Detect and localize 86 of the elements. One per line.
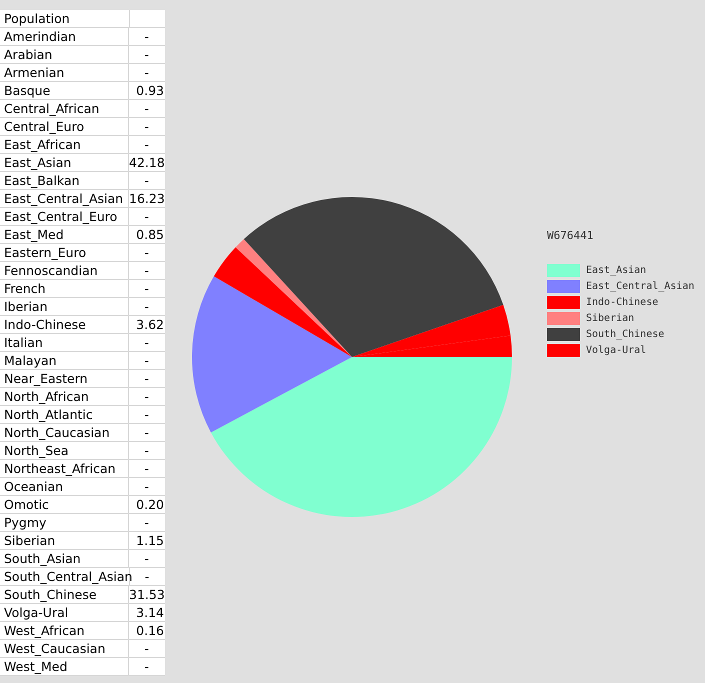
category-label: South_Asian [0, 550, 130, 568]
data-label: - [129, 658, 165, 676]
category-label: South_Central_Asian [0, 568, 132, 586]
category-label: Iberian [0, 298, 130, 316]
category-label: Armenian [0, 64, 130, 82]
data-label: - [129, 460, 165, 478]
category-label: Indo-Chinese [0, 316, 130, 334]
pie-slice [352, 304, 511, 357]
category-label: North_Atlantic [0, 406, 130, 424]
data-label: - [144, 569, 150, 584]
category-label: Eastern_Euro [0, 244, 130, 262]
data-label: - [129, 388, 165, 406]
category-label: West_African [0, 622, 130, 640]
category-label: Near_Eastern [0, 370, 130, 388]
pie-slice [244, 197, 504, 357]
category-label: East_African [0, 136, 130, 154]
category-label: West_Med [0, 658, 130, 676]
text: Population [0, 10, 130, 28]
data-label: 3.62 [129, 316, 165, 334]
category-label: Amerindian [0, 28, 130, 46]
category-label: North_Sea [0, 442, 130, 460]
data-label: - [129, 28, 165, 46]
category-label: East_Central_Asian [0, 190, 129, 208]
legend-label: Indo-Chinese [586, 296, 658, 308]
data-label: - [129, 640, 165, 658]
pie-slice [210, 357, 512, 517]
category-label: Arabian [0, 46, 130, 64]
category-label: East_Med [0, 226, 130, 244]
data-label: 16.23 [129, 190, 165, 208]
category-label: Central_African [0, 100, 130, 118]
category-label: Central_Euro [0, 118, 130, 136]
text: W676441 [547, 229, 594, 242]
data-label: - [129, 352, 165, 370]
data-label: 0.85 [129, 226, 165, 244]
category-label: East_Balkan [0, 172, 130, 190]
data-label: - [129, 442, 165, 460]
data-label: - [129, 172, 165, 190]
legend-label: Volga-Ural [586, 344, 646, 356]
legend-label: South_Chinese [586, 328, 664, 340]
data-label: 1.15 [129, 532, 165, 550]
data-label: - [129, 424, 165, 442]
data-label: - [129, 46, 165, 64]
data-label: - [129, 118, 165, 136]
data-label: 42.18 [129, 154, 165, 172]
category-label: Volga-Ural [0, 604, 130, 622]
data-label: - [129, 334, 165, 352]
category-label: Pygmy [0, 514, 130, 532]
category-label: Northeast_African [0, 460, 130, 478]
category-label: Basque [0, 82, 130, 100]
data-label: - [129, 280, 165, 298]
data-label: 0.16 [129, 622, 165, 640]
data-label: - [129, 262, 165, 280]
category-label: West_Caucasian [0, 640, 130, 658]
category-label: Italian [0, 334, 130, 352]
category-label: Fennoscandian [0, 262, 130, 280]
data-label: - [129, 298, 165, 316]
data-label: - [129, 208, 165, 226]
data-label: - [129, 64, 165, 82]
data-label: - [129, 136, 165, 154]
category-label: East_Asian [0, 154, 129, 172]
pie-slice [192, 276, 352, 432]
category-label: French [0, 280, 130, 298]
data-label: - [129, 100, 165, 118]
data-label: - [129, 478, 165, 496]
data-label: 0.20 [129, 496, 165, 514]
data-label: - [129, 370, 165, 388]
legend-label: East_Asian [586, 264, 646, 276]
category-label: North_African [0, 388, 130, 406]
pie-slice [214, 247, 352, 357]
data-label: 0.93 [129, 82, 165, 100]
legend-label: Siberian [586, 312, 634, 324]
data-label: - [129, 406, 165, 424]
category-label: Omotic [0, 496, 130, 514]
category-label: East_Central_Euro [0, 208, 130, 226]
data-label: - [129, 550, 165, 568]
data-label: 31.53 [129, 586, 165, 604]
data-label: - [129, 514, 165, 532]
category-label: Siberian [0, 532, 130, 550]
category-label: Oceanian [0, 478, 130, 496]
legend-label: East_Central_Asian [586, 280, 694, 292]
category-label: South_Chinese [0, 586, 129, 604]
category-label: North_Caucasian [0, 424, 130, 442]
data-label: 3.14 [129, 604, 165, 622]
data-label: - [129, 244, 165, 262]
category-label: Malayan [0, 352, 130, 370]
pie-slice [236, 239, 352, 357]
